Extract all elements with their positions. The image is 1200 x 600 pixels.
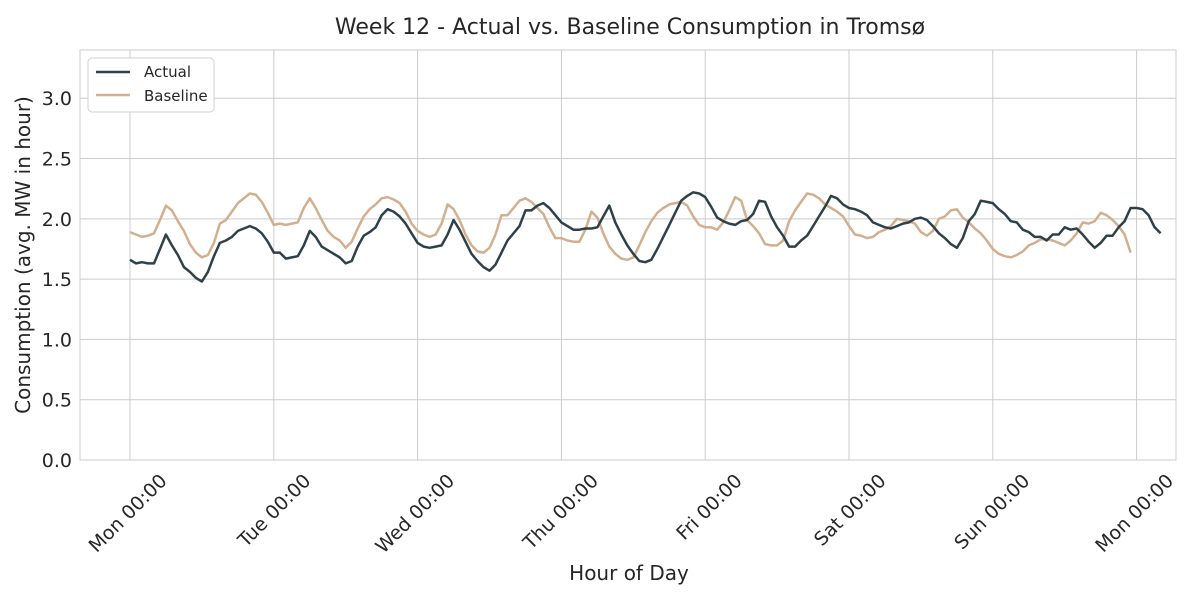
x-tick-label: Sun 00:00 xyxy=(950,470,1034,554)
x-tick-label: Tue 00:00 xyxy=(233,470,315,552)
y-tick-label: 3.0 xyxy=(42,88,72,110)
x-tick-label: Mon 00:00 xyxy=(1091,470,1178,557)
y-tick-labels: 0.0 0.5 1.0 1.5 2.0 2.5 3.0 xyxy=(42,88,72,472)
legend-label-baseline: Baseline xyxy=(144,87,208,105)
x-tick-label: Wed 00:00 xyxy=(371,470,459,558)
x-axis-label: Hour of Day xyxy=(569,561,689,585)
legend: Actual Baseline xyxy=(87,57,215,113)
y-tick-label: 1.0 xyxy=(42,329,72,351)
x-tick-label: Mon 00:00 xyxy=(85,470,172,557)
y-tick-label: 0.0 xyxy=(42,450,72,472)
x-tick-labels: Mon 00:00 Tue 00:00 Wed 00:00 Thu 00:00 Fri … xyxy=(85,470,1178,558)
series-line-baseline xyxy=(129,192,1132,262)
legend-label-actual: Actual xyxy=(144,63,191,81)
series-line-actual xyxy=(129,191,1162,283)
y-tick-label: 1.5 xyxy=(42,269,72,291)
plot-area-frame xyxy=(79,49,1177,461)
y-tick-label: 2.0 xyxy=(42,209,72,231)
x-tick-label: Thu 00:00 xyxy=(518,470,602,554)
y-axis-label: Consumption (avg. MW in hour) xyxy=(11,96,35,414)
gridlines xyxy=(80,50,1176,461)
chart-title: Week 12 - Actual vs. Baseline Consumptio… xyxy=(335,15,925,40)
x-tick-label: Fri 00:00 xyxy=(672,470,747,545)
y-tick-label: 0.5 xyxy=(42,390,72,412)
y-tick-label: 2.5 xyxy=(42,149,72,171)
series-lines xyxy=(129,191,1162,283)
x-tick-label: Sat 00:00 xyxy=(810,470,891,551)
